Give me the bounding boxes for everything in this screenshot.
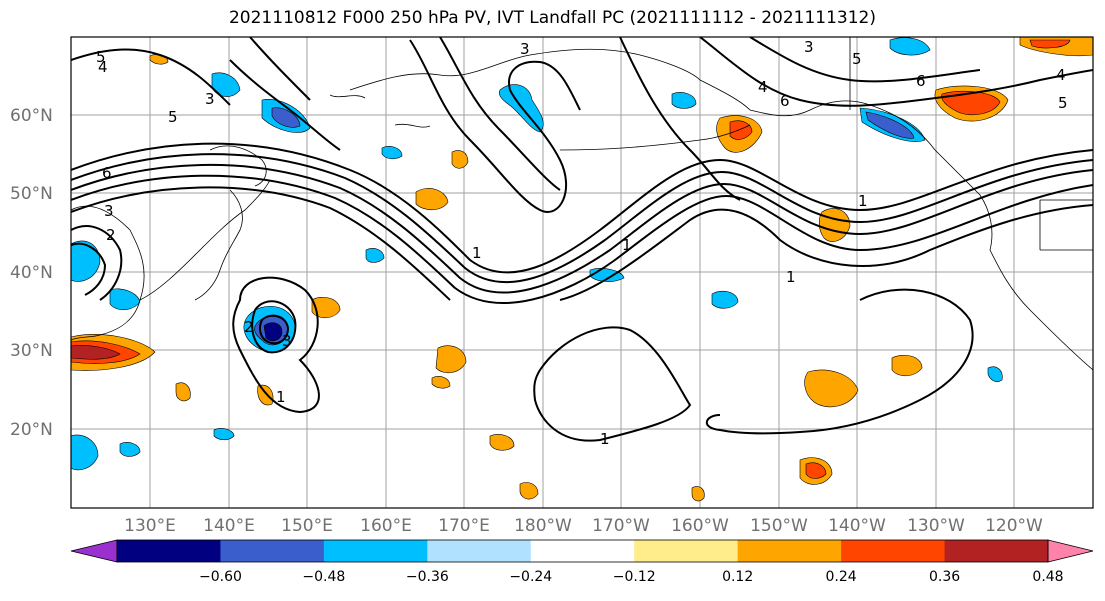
colorbar-frame — [116, 539, 1049, 563]
contour-label: 3 — [804, 38, 814, 56]
contour-label: 6 — [102, 164, 112, 182]
contour-label: 1 — [622, 236, 632, 254]
lat-label: 40°N — [10, 263, 53, 283]
lon-label: 170°W — [592, 516, 650, 536]
contour-label: 1 — [276, 388, 286, 406]
colorbar-tick-label: −0.24 — [509, 569, 552, 585]
contour-label: 5 — [1058, 94, 1068, 112]
contour-label: 4 — [1056, 66, 1066, 84]
colorbar — [70, 539, 1094, 563]
contour-label: 5 — [96, 48, 106, 66]
contour-label: 5 — [168, 108, 178, 126]
colorbar-tick-label: 0.36 — [929, 569, 960, 585]
contour-label: 1 — [786, 268, 796, 286]
colorbar-tick-label: −0.12 — [613, 569, 656, 585]
colorbar-tick-label: 0.24 — [826, 569, 857, 585]
pv-contours — [71, 37, 1093, 442]
lon-label: 170°E — [438, 516, 490, 536]
lat-label: 20°N — [10, 420, 53, 440]
contour-label: 1 — [472, 244, 482, 262]
lon-label: 150°W — [750, 516, 808, 536]
colorbar-swatch — [634, 540, 739, 562]
lat-label: 30°N — [10, 341, 53, 361]
contour-label: 3 — [104, 202, 114, 220]
colorbar-tick-label: −0.60 — [199, 569, 242, 585]
contour-label: 2 — [244, 318, 254, 336]
lon-label: 160°E — [360, 516, 412, 536]
lon-label: 140°W — [828, 516, 886, 536]
contour-label: 3 — [205, 90, 215, 108]
map-frame — [70, 36, 1094, 509]
contour-label: 6 — [916, 72, 926, 90]
colorbar-swatch — [841, 540, 946, 562]
colorbar-swatch — [220, 540, 325, 562]
lat-label: 50°N — [10, 184, 53, 204]
lon-label: 150°E — [281, 516, 333, 536]
lon-label: 130°E — [124, 516, 176, 536]
colorbar-swatch — [944, 540, 1049, 562]
contour-label: 6 — [780, 92, 790, 110]
latitude-labels: 60°N 50°N 40°N 30°N 20°N — [10, 106, 53, 440]
contour-label: 1 — [600, 430, 610, 448]
colorbar-extend-high — [1047, 539, 1094, 563]
colorbar-tick-label: −0.48 — [302, 569, 345, 585]
lon-label: 180°W — [514, 516, 572, 536]
colorbar-labels: −0.60 −0.48 −0.36 −0.24 −0.12 0.12 0.24 0.36 0.4… — [199, 569, 1064, 585]
contour-label: 4 — [758, 78, 768, 96]
contour-label: 3 — [520, 40, 530, 58]
lon-label: 160°W — [671, 516, 729, 536]
colorbar-extend-low — [70, 539, 118, 563]
colorbar-tick-label: 0.48 — [1032, 569, 1063, 585]
contour-label: 1 — [858, 192, 868, 210]
longitude-labels: 130°E 140°E 150°E 160°E 170°E 180°W 170°… — [124, 516, 1043, 536]
colorbar-swatch — [323, 540, 428, 562]
colorbar-swatch — [117, 540, 221, 562]
gridlines — [71, 37, 1093, 508]
contour-labels: 5 4 5 3 3 5 4 6 6 3 4 5 6 1 1 1 1 2 3 1 … — [96, 38, 1068, 448]
colorbar-swatch — [530, 540, 635, 562]
contour-label: 2 — [106, 226, 116, 244]
colorbar-swatch — [427, 540, 532, 562]
lon-label: 130°W — [907, 516, 965, 536]
colorbar-tick-label: −0.36 — [406, 569, 449, 585]
lat-label: 60°N — [10, 106, 53, 126]
lon-label: 120°W — [985, 516, 1043, 536]
coastlines — [71, 37, 1093, 371]
contour-label: 5 — [852, 50, 862, 68]
contour-label: 3 — [282, 332, 292, 350]
colorbar-tick-label: 0.12 — [722, 569, 753, 585]
lon-label: 140°E — [203, 516, 255, 536]
colorbar-swatch — [737, 540, 842, 562]
map-title: 2021110812 F000 250 hPa PV, IVT Landfall… — [228, 8, 876, 28]
contour-label: 4 — [98, 58, 108, 76]
